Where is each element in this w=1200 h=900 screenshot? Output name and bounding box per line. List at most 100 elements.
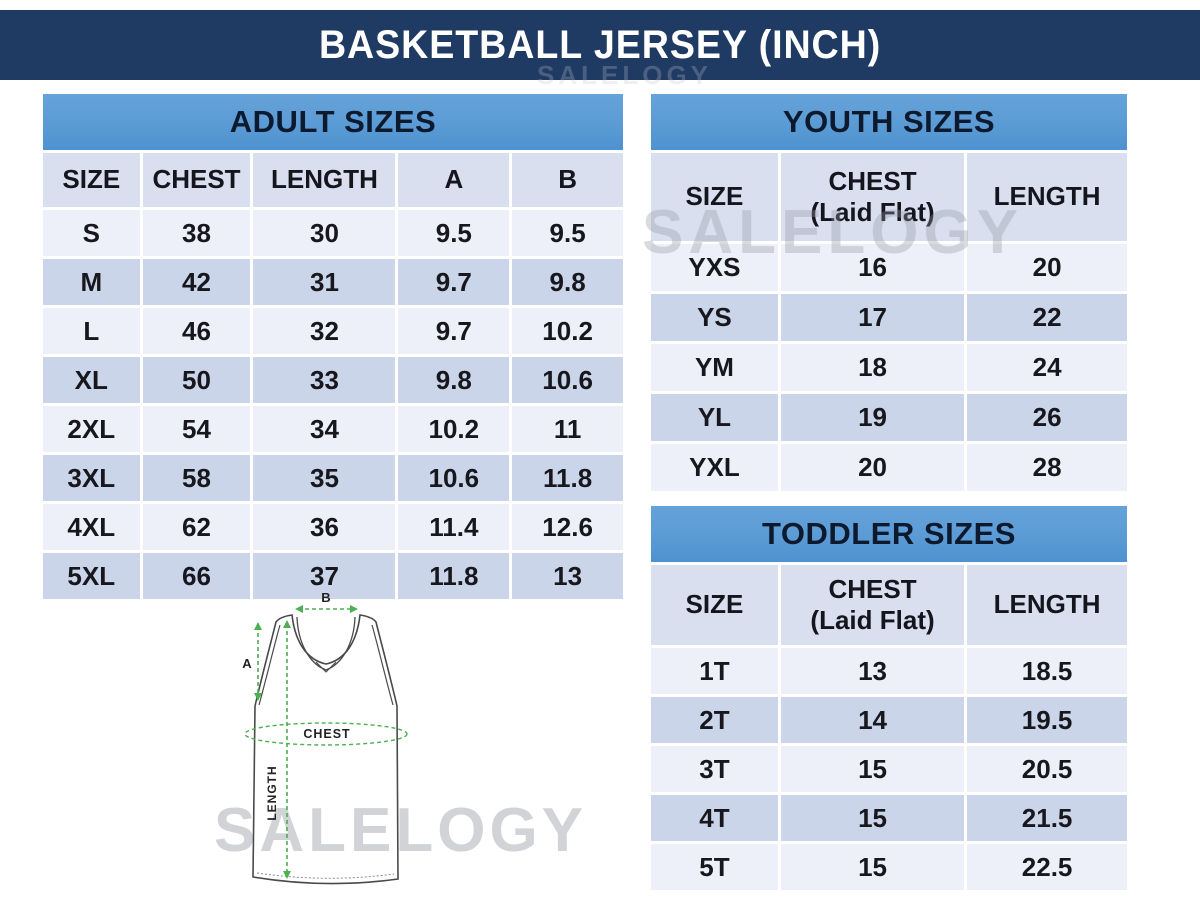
measure-b-arrow bbox=[295, 605, 358, 613]
size-cell: S bbox=[43, 210, 140, 256]
chest-cell: 42 bbox=[142, 259, 251, 305]
toddler-sizes-table: TODDLER SIZES SIZE CHEST (Laid Flat) LEN… bbox=[648, 503, 1130, 893]
chest-cell: 13 bbox=[780, 648, 965, 694]
length-cell: 36 bbox=[253, 504, 396, 550]
size-cell: M bbox=[43, 259, 140, 305]
length-cell: 33 bbox=[253, 357, 396, 403]
a-cell: 9.5 bbox=[398, 210, 510, 256]
table-row: YS 17 22 bbox=[651, 294, 1127, 341]
chest-cell: 15 bbox=[780, 746, 965, 792]
youth-table-title-row: YOUTH SIZES bbox=[651, 94, 1127, 150]
b-cell: 12.6 bbox=[512, 504, 623, 550]
b-cell: 9.8 bbox=[512, 259, 623, 305]
chest-measure-ellipse bbox=[244, 722, 408, 746]
armhole-trim-left bbox=[258, 624, 281, 706]
toddler-table-title-row: TODDLER SIZES bbox=[651, 506, 1127, 562]
toddler-sizes-section: TODDLER SIZES SIZE CHEST (Laid Flat) LEN… bbox=[648, 503, 1130, 893]
a-cell: 9.7 bbox=[398, 259, 510, 305]
measure-b-label: B bbox=[321, 590, 330, 605]
size-cell: 5XL bbox=[43, 553, 140, 599]
table-row: YXL 20 28 bbox=[651, 444, 1127, 491]
adult-column-header-row: SIZE CHEST LENGTH A B bbox=[43, 153, 623, 207]
b-cell: 10.6 bbox=[512, 357, 623, 403]
length-cell: 32 bbox=[253, 308, 396, 354]
table-row: S 38 30 9.5 9.5 bbox=[43, 210, 623, 256]
adult-sizes-section: ADULT SIZES SIZE CHEST LENGTH A B S 38 3… bbox=[40, 91, 626, 602]
table-row: M 42 31 9.7 9.8 bbox=[43, 259, 623, 305]
youth-sizes-section: YOUTH SIZES SIZE CHEST (Laid Flat) LENGT… bbox=[648, 91, 1130, 494]
length-cell: 35 bbox=[253, 455, 396, 501]
a-cell: 10.6 bbox=[398, 455, 510, 501]
page-title: BASKETBALL JERSEY (INCH) bbox=[318, 22, 882, 67]
neck-v-notch bbox=[315, 661, 337, 673]
youth-column-header-row: SIZE CHEST (Laid Flat) LENGTH bbox=[651, 153, 1127, 241]
length-cell: 20 bbox=[967, 244, 1127, 291]
chest-cell: 16 bbox=[780, 244, 965, 291]
size-cell: 5T bbox=[651, 844, 778, 890]
length-cell: 18.5 bbox=[967, 648, 1127, 694]
adult-col-a: A bbox=[398, 153, 510, 207]
chest-cell: 15 bbox=[780, 844, 965, 890]
table-row: YM 18 24 bbox=[651, 344, 1127, 391]
jersey-measurement-diagram: B A CHEST LENGTH bbox=[242, 590, 408, 885]
a-cell: 9.7 bbox=[398, 308, 510, 354]
a-cell: 10.2 bbox=[398, 406, 510, 452]
toddler-table-title: TODDLER SIZES bbox=[651, 506, 1127, 562]
adult-table-title: ADULT SIZES bbox=[43, 94, 623, 150]
chest-cell: 66 bbox=[142, 553, 251, 599]
size-cell: YM bbox=[651, 344, 778, 391]
measure-length-line bbox=[283, 620, 291, 879]
chest-cell: 38 bbox=[142, 210, 251, 256]
a-cell: 11.8 bbox=[398, 553, 510, 599]
length-cell: 37 bbox=[253, 553, 396, 599]
youth-table-title: YOUTH SIZES bbox=[651, 94, 1127, 150]
youth-sizes-table: YOUTH SIZES SIZE CHEST (Laid Flat) LENGT… bbox=[648, 91, 1130, 494]
chest-cell: 46 bbox=[142, 308, 251, 354]
chest-cell: 62 bbox=[142, 504, 251, 550]
length-cell: 21.5 bbox=[967, 795, 1127, 841]
adult-col-b: B bbox=[512, 153, 623, 207]
chest-cell: 17 bbox=[780, 294, 965, 341]
size-cell: 1T bbox=[651, 648, 778, 694]
a-cell: 9.8 bbox=[398, 357, 510, 403]
table-row: YL 19 26 bbox=[651, 394, 1127, 441]
table-row: XL 50 33 9.8 10.6 bbox=[43, 357, 623, 403]
b-cell: 10.2 bbox=[512, 308, 623, 354]
adult-sizes-table: ADULT SIZES SIZE CHEST LENGTH A B S 38 3… bbox=[40, 91, 626, 602]
b-cell: 9.5 bbox=[512, 210, 623, 256]
armhole-trim-right bbox=[371, 624, 394, 706]
length-cell: 24 bbox=[967, 344, 1127, 391]
size-cell: 2T bbox=[651, 697, 778, 743]
measure-a-arrow bbox=[254, 622, 262, 701]
chest-cell: 20 bbox=[780, 444, 965, 491]
length-cell: 30 bbox=[253, 210, 396, 256]
size-cell: YS bbox=[651, 294, 778, 341]
chest-cell: 19 bbox=[780, 394, 965, 441]
size-cell: L bbox=[43, 308, 140, 354]
toddler-col-chest: CHEST (Laid Flat) bbox=[780, 565, 965, 645]
size-cell: 2XL bbox=[43, 406, 140, 452]
adult-col-length: LENGTH bbox=[253, 153, 396, 207]
length-cell: 26 bbox=[967, 394, 1127, 441]
size-cell: XL bbox=[43, 357, 140, 403]
toddler-column-header-row: SIZE CHEST (Laid Flat) LENGTH bbox=[651, 565, 1127, 645]
b-cell: 11 bbox=[512, 406, 623, 452]
size-cell: 4XL bbox=[43, 504, 140, 550]
chest-cell: 54 bbox=[142, 406, 251, 452]
table-row: YXS 16 20 bbox=[651, 244, 1127, 291]
title-banner: SALELOGY BASKETBALL JERSEY (INCH) bbox=[0, 10, 1200, 90]
toddler-col-length: LENGTH bbox=[967, 565, 1127, 645]
table-row: 2T 14 19.5 bbox=[651, 697, 1127, 743]
youth-col-size: SIZE bbox=[651, 153, 778, 241]
size-cell: 3XL bbox=[43, 455, 140, 501]
chest-label-backing bbox=[302, 726, 351, 741]
youth-col-chest: CHEST (Laid Flat) bbox=[780, 153, 965, 241]
neck-trim-line bbox=[296, 616, 356, 671]
size-cell: 4T bbox=[651, 795, 778, 841]
chest-measure-label: CHEST bbox=[303, 727, 350, 741]
length-cell: 22.5 bbox=[967, 844, 1127, 890]
adult-col-chest: CHEST bbox=[142, 153, 251, 207]
length-cell: 22 bbox=[967, 294, 1127, 341]
size-cell: YXS bbox=[651, 244, 778, 291]
